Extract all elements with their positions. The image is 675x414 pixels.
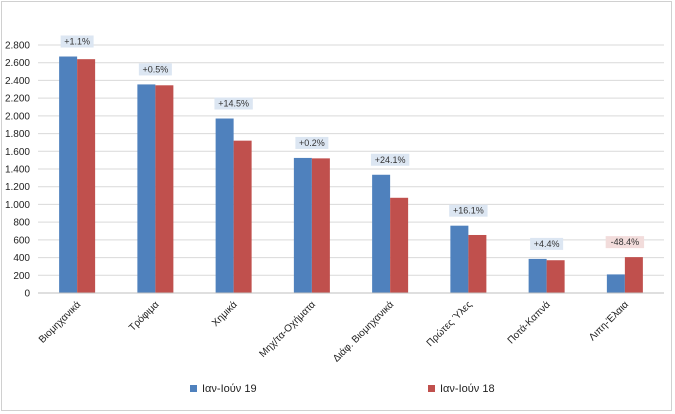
annotation-box [295, 136, 329, 149]
annotation-label: -48.4% [611, 237, 640, 247]
annotation-label: +0.2% [299, 138, 325, 148]
annotation-box [214, 97, 253, 110]
y-tick-label: 2.000 [5, 111, 30, 122]
annotation-box [60, 35, 94, 48]
legend-label: Ιαν-Ιούν 19 [202, 383, 257, 395]
bar-series-2 [77, 59, 96, 293]
bar-series-1 [59, 56, 78, 294]
bar-series-1 [215, 118, 234, 293]
annotation-box [370, 153, 410, 166]
y-tick-label: 2.800 [5, 41, 30, 52]
annotation-label: +1.1% [64, 37, 90, 47]
annotation-label: +0.5% [142, 64, 168, 74]
bar-series-2 [546, 260, 565, 293]
x-category-label: Πρώτες Ύλες [424, 299, 475, 350]
annotation-box [449, 204, 488, 217]
x-category-label: Βιομηχανικά [36, 298, 83, 345]
x-category-label: Ποτά-Καπνά [505, 298, 553, 346]
legend-label: Ιαν-Ιούν 18 [440, 383, 495, 395]
y-tick-label: 2.600 [5, 58, 30, 69]
bar-series-1 [293, 157, 312, 293]
annotation-label: +14.5% [218, 99, 249, 109]
bar-series-1 [528, 258, 547, 293]
y-tick-label: 1.800 [5, 129, 30, 140]
y-tick-label: 1.600 [5, 147, 30, 158]
gridlines [38, 44, 664, 276]
x-category-label: Χημικά [209, 298, 239, 328]
legend-swatch [428, 385, 435, 392]
bar-series-1 [450, 225, 469, 293]
bar-series-2 [155, 85, 174, 293]
y-tick-label: 1.200 [5, 182, 30, 193]
y-tick-label: 800 [13, 218, 30, 229]
y-tick-label: 2.200 [5, 94, 30, 105]
bar-series-2 [468, 234, 487, 293]
bar-series-2 [311, 158, 330, 293]
y-tick-label: 1.400 [5, 165, 30, 176]
x-category-label: Λιπη-Έλαια [587, 299, 631, 343]
annotation-label: +16.1% [453, 206, 484, 216]
y-tick-label: 1.000 [5, 200, 30, 211]
y-tick-label: 400 [13, 253, 30, 264]
x-axis-categories: Βιομηχανικά Τρόφιμα Χημικά Μηχ/τα-Οχήματα Δι… [36, 298, 631, 364]
bars [59, 56, 643, 294]
annotation-box [138, 63, 172, 76]
legend: Ιαν-Ιούν 19 Ιαν-Ιούν 18 [190, 383, 495, 395]
annotations: +1.1% +0.5% +14.5% +0.2% +24.1% +16.1% +4.4% -4… [60, 35, 645, 250]
annotation-label: +24.1% [375, 155, 406, 165]
y-tick-label: 600 [13, 235, 30, 246]
y-tick-label: 200 [13, 271, 30, 282]
y-axis-ticks: 0 200 400 600 800 1.000 1.200 1.400 1.600 1.800 2.… [5, 41, 30, 300]
bar-series-1 [372, 174, 391, 293]
bar-series-2 [390, 197, 409, 293]
x-category-label: Μηχ/τα-Οχήματα [257, 298, 318, 359]
x-category-label: Τρόφιμα [126, 298, 161, 333]
y-tick-label: 0 [24, 289, 30, 300]
annotation-label: +4.4% [534, 239, 560, 249]
annotation-box [605, 236, 645, 249]
bar-series-1 [137, 84, 156, 294]
y-tick-label: 2.400 [5, 76, 30, 87]
legend-swatch [190, 385, 197, 392]
bar-series-2 [624, 257, 643, 293]
bar-series-1 [606, 274, 625, 293]
annotation-box [530, 237, 564, 250]
bar-series-2 [233, 140, 252, 293]
x-category-label: Διάφ. Βιομηχανικά [330, 298, 396, 364]
